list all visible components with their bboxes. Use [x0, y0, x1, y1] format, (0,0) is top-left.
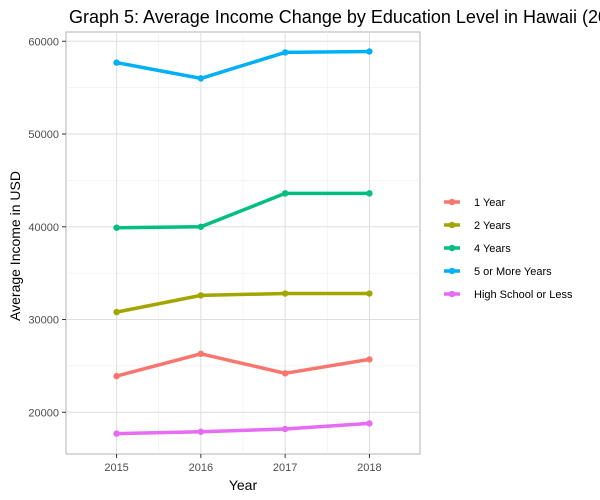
y-tick-label: 40000 [28, 222, 59, 234]
data-point [113, 372, 120, 380]
x-axis-title: Year [229, 477, 258, 493]
legend-key-point [448, 221, 456, 229]
minor-gridlines [66, 32, 420, 454]
series-line [114, 421, 372, 436]
data-point [281, 425, 289, 433]
data-point [197, 428, 205, 435]
x-tick-label: 2015 [104, 462, 128, 474]
legend-label: 2 Years [474, 220, 511, 232]
series-line [114, 191, 372, 230]
chart-title: Graph 5: Average Income Change by Educat… [69, 7, 600, 27]
x-axis-ticks: 2015 2016 2017 2018 [104, 454, 382, 474]
y-tick-label: 50000 [28, 129, 59, 141]
legend-key-point [448, 244, 456, 252]
data-point [281, 370, 289, 377]
legend-key-point [448, 267, 456, 275]
legend-key-point [448, 290, 456, 298]
x-tick-label: 2017 [273, 462, 297, 474]
data-point [366, 48, 373, 55]
series-line [114, 49, 372, 81]
y-tick-label: 30000 [28, 315, 59, 327]
legend: 1 Year 2 Years 4 Years 5 or More Years High … [444, 197, 573, 301]
data-point [113, 308, 120, 316]
y-axis-ticks: 20000 30000 40000 50000 60000 [28, 36, 66, 419]
legend-label: 4 Years [474, 243, 511, 255]
series-line [114, 291, 372, 314]
data-point [366, 190, 373, 197]
legend-label: High School or Less [474, 289, 573, 301]
data-point [366, 356, 373, 363]
data-point [366, 420, 373, 427]
data-point [113, 430, 120, 437]
y-axis-title: Average Income in USD [7, 171, 23, 321]
y-tick-label: 60000 [28, 36, 59, 48]
series-line [114, 352, 372, 378]
legend-label: 1 Year [474, 197, 506, 209]
data-point [366, 290, 373, 297]
y-tick-label: 20000 [28, 407, 59, 419]
data-point [197, 292, 205, 299]
data-point [113, 224, 120, 231]
legend-key-point [448, 198, 456, 206]
x-tick-label: 2016 [189, 462, 213, 474]
data-point [281, 49, 289, 56]
legend-label: 5 or More Years [474, 266, 552, 278]
series-layer [113, 48, 373, 437]
data-point [281, 190, 289, 197]
data-point [197, 350, 205, 358]
data-point [113, 59, 120, 66]
data-point [197, 75, 205, 82]
data-point [281, 290, 289, 297]
x-tick-label: 2018 [357, 462, 381, 474]
data-point [197, 223, 205, 230]
